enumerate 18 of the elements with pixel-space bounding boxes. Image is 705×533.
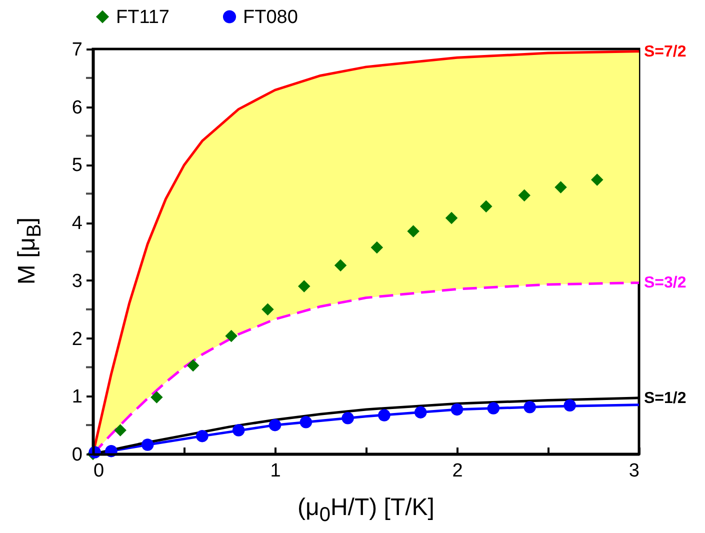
x-tick-label: 2	[452, 460, 463, 482]
x-axis-title: (μ$_{0}$H/T) [T/K]	[298, 494, 434, 527]
series-label: S=1/2	[644, 390, 686, 407]
x-tick-label: 3	[628, 460, 640, 482]
x-tick-label: 0	[94, 460, 104, 482]
series-label: S=3/2	[644, 274, 686, 292]
x-tick-label: 1	[270, 460, 281, 482]
y-tick-label: 4	[72, 213, 83, 234]
legend-label: FT117	[116, 6, 170, 28]
y-tick-label: 1	[72, 386, 82, 408]
legend-label: FT080	[243, 6, 298, 28]
y-tick-label: 3	[72, 270, 82, 292]
y-tick-label: 5	[72, 155, 82, 176]
series-label: S=7/2	[644, 43, 686, 60]
y-tick-label: 2	[72, 328, 82, 350]
y-tick-label: 7	[72, 40, 82, 60]
y-tick-label: 6	[72, 97, 82, 118]
y-tick-label: 0	[72, 444, 82, 466]
